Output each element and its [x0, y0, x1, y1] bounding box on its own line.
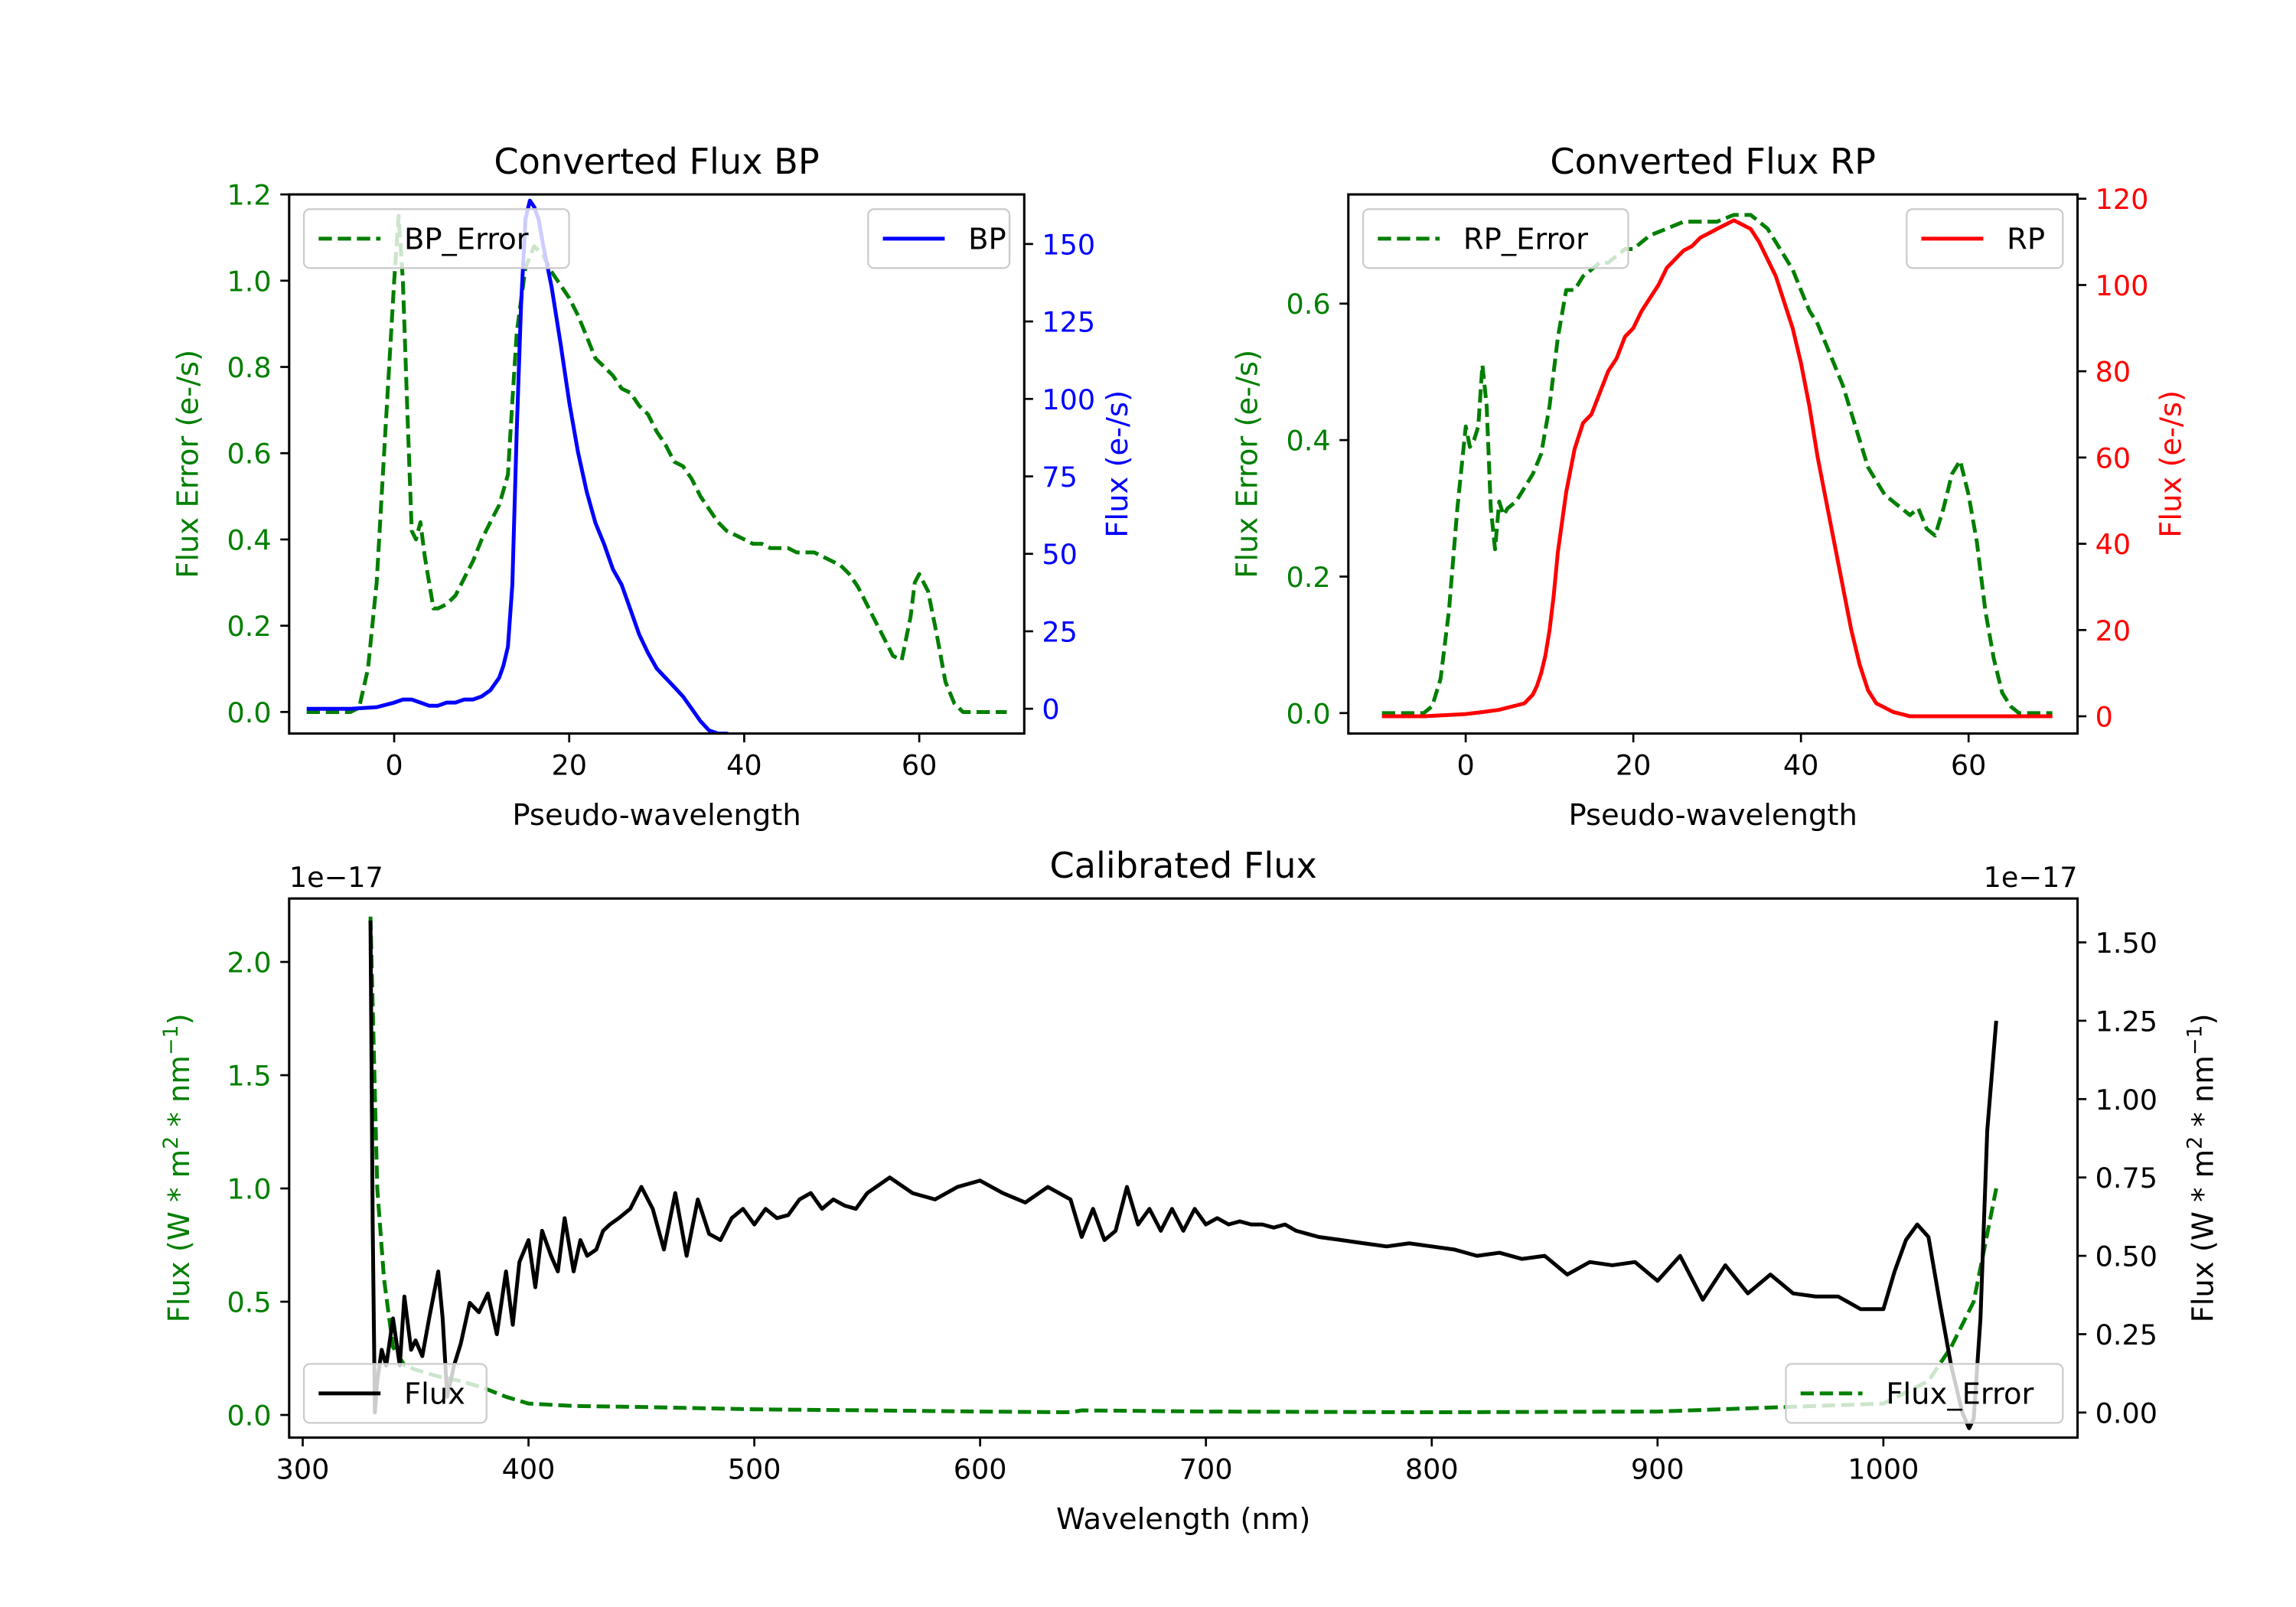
right-y-tick-label: 20 — [2095, 614, 2131, 647]
series-line-bp-error — [306, 214, 1007, 714]
right-y-tick-label: 50 — [1042, 538, 1078, 571]
left-y-tick-label: 0.6 — [1287, 288, 1331, 321]
left-y-tick-label: 0.6 — [227, 438, 272, 471]
legend-box — [1906, 208, 2064, 269]
chart-cal: 300 400 500 600 700 800 900 1000 0.0 0.5 1.0 1.5 2.0… — [158, 845, 2220, 1537]
series-line-flux-error — [368, 916, 1998, 1415]
x-axis-label: Pseudo-wavelength — [1568, 798, 1857, 833]
legend-label: BP_Error — [404, 222, 529, 256]
x-tick-label: 700 — [1179, 1453, 1233, 1486]
legend-label: RP_Error — [1463, 222, 1588, 256]
x-tick-label: 500 — [728, 1453, 781, 1486]
legend-lower-right: Flux_Error — [1785, 1363, 2064, 1424]
chart-title: Converted Flux RP — [1550, 141, 1876, 182]
right-y-tick-label: 25 — [1042, 615, 1078, 648]
right-y-tick-label: 0.25 — [2095, 1319, 2157, 1351]
left-y-tick-label: 0.2 — [1287, 561, 1331, 594]
x-tick-label: 0 — [1456, 748, 1474, 781]
legend-lower-left: Flux — [302, 1363, 488, 1424]
right-y-tick-label: 0 — [2095, 701, 2113, 734]
x-tick-label: 40 — [1783, 748, 1819, 781]
left-y-axis-label: Flux Error (e-/s) — [171, 350, 205, 579]
x-tick-label: 400 — [502, 1453, 556, 1486]
left-y-tick-label: 1.0 — [227, 265, 272, 298]
right-y-tick-label: 1.00 — [2095, 1084, 2157, 1116]
right-y-axis-label: Flux (e-/s) — [1101, 390, 1135, 538]
left-y-tick-label: 0.4 — [1287, 425, 1331, 458]
right-y-tick-label: 100 — [1042, 383, 1095, 416]
left-y-tick-label: 0.2 — [227, 610, 272, 643]
legend-upper-right: BP — [867, 208, 1011, 269]
legend-box — [302, 208, 570, 269]
x-tick-label: 0 — [385, 748, 403, 781]
legend-box — [1785, 1363, 2064, 1424]
left-y-tick-label: 0.8 — [227, 351, 272, 384]
x-tick-label: 20 — [551, 748, 587, 781]
legend-upper-right: RP — [1906, 208, 2064, 269]
x-axis-label: Wavelength (nm) — [1056, 1502, 1310, 1537]
left-y-tick-label: 1.5 — [227, 1060, 272, 1093]
x-tick-label: 300 — [276, 1453, 330, 1486]
chart-rp: 0 20 40 60 0.0 0.2 0.4 0.6 0 20 40 60 80 100 120 Conver… — [1230, 141, 2188, 833]
x-tick-label: 40 — [726, 748, 762, 781]
left-y-tick-label: 1.0 — [227, 1173, 272, 1206]
x-tick-label: 900 — [1631, 1453, 1684, 1486]
right-y-axis-label: Flux (e-/s) — [2154, 390, 2188, 538]
left-offset-text: 1e−17 — [289, 861, 383, 894]
x-tick-label: 800 — [1405, 1453, 1459, 1486]
right-y-tick-label: 1.50 — [2095, 927, 2157, 960]
left-y-tick-label: 2.0 — [227, 947, 272, 980]
left-y-tick-label: 0.4 — [227, 523, 272, 556]
right-y-tick-label: 40 — [2095, 528, 2131, 561]
x-tick-label: 20 — [1616, 748, 1652, 781]
left-y-tick-label: 0.0 — [1287, 697, 1331, 730]
right-y-tick-label: 0.50 — [2095, 1240, 2157, 1273]
x-tick-label: 60 — [902, 748, 938, 781]
series-line-bp — [306, 198, 733, 734]
legend-upper-left: BP_Error — [302, 208, 570, 269]
right-y-tick-label: 75 — [1042, 461, 1078, 494]
legend-upper-left: RP_Error — [1362, 208, 1629, 269]
right-y-tick-label: 0.75 — [2095, 1162, 2157, 1195]
legend-label: BP — [968, 222, 1006, 256]
left-y-axis-label: Flux Error (e-/s) — [1230, 350, 1264, 579]
right-y-tick-label: 60 — [2095, 442, 2131, 474]
chart-title: Converted Flux BP — [494, 141, 819, 182]
series-line-rp — [1381, 218, 2053, 719]
x-tick-label: 1000 — [1848, 1453, 1919, 1486]
left-y-tick-label: 1.2 — [227, 179, 272, 212]
chart-bp: 0 20 40 60 0.0 0.2 0.4 0.6 0.8 1.0 1.2 0 25 50 75 100 12… — [171, 141, 1135, 833]
right-y-tick-label: 120 — [2095, 183, 2149, 216]
right-offset-text: 1e−17 — [1984, 861, 2078, 894]
legend-label: RP — [2007, 222, 2045, 256]
x-axis-label: Pseudo-wavelength — [512, 798, 801, 833]
legend-label: Flux — [404, 1377, 465, 1411]
right-y-tick-label: 125 — [1042, 306, 1095, 339]
right-y-tick-label: 0 — [1042, 693, 1059, 726]
plot-frame — [1347, 193, 2079, 735]
legend-box — [1362, 208, 1629, 269]
right-y-tick-label: 1.25 — [2095, 1005, 2157, 1038]
left-y-tick-label: 0.0 — [227, 1400, 272, 1433]
plot-frame — [288, 897, 2079, 1439]
chart-title: Calibrated Flux — [1050, 845, 1317, 886]
legend-box — [302, 1363, 488, 1424]
right-y-axis-label: Flux (W * m2 * nm−1) — [2183, 1013, 2221, 1322]
left-y-tick-label: 0.5 — [227, 1286, 272, 1319]
series-line-rp-error — [1381, 213, 2053, 715]
right-y-tick-label: 100 — [2095, 269, 2149, 302]
right-y-tick-label: 150 — [1042, 228, 1095, 261]
right-y-tick-label: 80 — [2095, 356, 2131, 389]
series-line-flux — [368, 920, 1998, 1430]
left-y-axis-label: Flux (W * m2 * nm−1) — [158, 1013, 196, 1322]
left-y-tick-label: 0.0 — [227, 696, 272, 729]
plot-frame — [288, 193, 1026, 735]
x-tick-label: 60 — [1951, 748, 1987, 781]
x-tick-label: 600 — [954, 1453, 1007, 1486]
legend-label: Flux_Error — [1886, 1377, 2033, 1411]
right-y-tick-label: 0.00 — [2095, 1397, 2157, 1429]
